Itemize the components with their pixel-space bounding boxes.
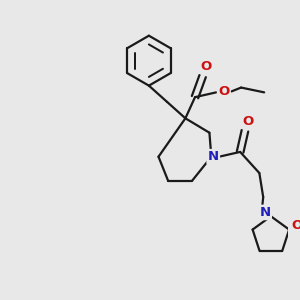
- Text: O: O: [291, 219, 300, 232]
- Text: O: O: [218, 85, 230, 98]
- Text: O: O: [242, 115, 254, 128]
- Text: O: O: [200, 60, 211, 73]
- Text: N: N: [260, 206, 271, 219]
- Text: N: N: [208, 150, 219, 163]
